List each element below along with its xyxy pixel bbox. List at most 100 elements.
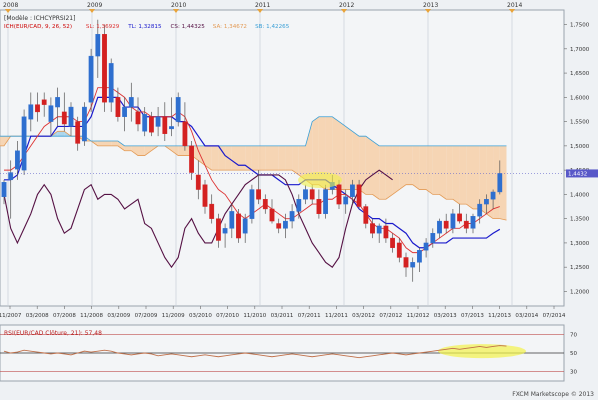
cloud-segment	[392, 145, 400, 195]
date-tick-label: 11/2008	[80, 313, 103, 319]
cloud-segment	[473, 145, 480, 209]
candle-bearish	[316, 199, 322, 215]
year-marker-icon	[173, 9, 179, 13]
candle-bearish	[236, 213, 241, 239]
legend-item: SL: 1,36929	[86, 24, 120, 30]
candle-bullish	[48, 105, 54, 122]
candle-bullish	[81, 106, 87, 142]
indicator-legend: ICH(EUR/CAD, 9, 26, 52) SL: 1,36929 TL: 1,…	[4, 24, 290, 30]
cloud-segment	[365, 136, 373, 195]
price-tick-label: 1,5500	[570, 120, 590, 126]
legend-item: CS: 1,44325	[171, 24, 206, 30]
cloud-segment	[493, 145, 500, 219]
year-label: 2008	[3, 2, 18, 9]
candle-bearish	[202, 184, 208, 207]
candle-bullish	[142, 114, 148, 132]
candle-bullish	[122, 106, 128, 117]
candle-bearish	[41, 99, 47, 105]
candle-bullish	[423, 242, 429, 251]
candle-bearish	[102, 34, 107, 103]
price-tick-label: 1,5000	[570, 144, 590, 150]
price-tick-label: 1,7000	[570, 47, 590, 53]
cloud-segment	[419, 145, 427, 190]
cloud-segment	[231, 145, 239, 171]
candle-bearish	[457, 213, 462, 222]
candle-bullish	[490, 191, 496, 200]
cloud-segment	[446, 145, 453, 200]
candle-bullish	[350, 184, 355, 198]
candle-bullish	[470, 216, 476, 229]
date-tick-label: 07/2014	[543, 313, 566, 319]
candle-bearish	[390, 237, 395, 248]
model-label: [Modèle : ICHCYPRSI21]	[4, 15, 75, 22]
cloud-segment	[0, 136, 4, 146]
candle-bearish	[195, 174, 201, 190]
cloud-segment	[144, 145, 152, 156]
cloud-segment	[124, 145, 132, 151]
candle-bullish	[410, 262, 416, 268]
date-axis: 11/2007 03/2008 07/2008 11/2008 03/2009 07/20…	[0, 306, 566, 319]
candle-bearish	[75, 121, 81, 144]
legend-item: ICH(EUR/CAD, 9, 26, 52)	[4, 24, 72, 30]
candle-bearish	[135, 111, 141, 125]
legend-item: TL: 1,32815	[127, 24, 162, 30]
legend-item: SA: 1,34672	[213, 24, 247, 30]
cloud-segment	[245, 145, 252, 171]
price-tick-label: 1,6500	[570, 71, 590, 77]
cloud-segment	[305, 121, 313, 185]
candle-bullish	[303, 189, 308, 200]
year-labels: 2008 2009 2010 2011 2012 2013 2014	[3, 2, 522, 13]
cloud-segment	[131, 145, 138, 156]
candle-bearish	[61, 111, 67, 125]
price-tick-label: 1,6000	[570, 95, 590, 101]
date-tick-label: 11/2007	[0, 313, 22, 319]
cloud-segment	[292, 145, 299, 175]
candle-bullish	[430, 233, 436, 244]
cloud-segment	[372, 141, 380, 200]
date-tick-label: 03/2008	[26, 313, 49, 319]
candle-bullish	[477, 203, 483, 217]
cloud-segment	[432, 145, 440, 195]
cloud-segment	[265, 145, 272, 171]
year-label: 2012	[339, 2, 354, 9]
legend-item: SB: 1,42265	[255, 24, 290, 30]
candle-bullish	[222, 228, 228, 234]
cloud-segment	[111, 141, 118, 146]
cloud-segment	[117, 141, 125, 151]
rsi-tick-label: 70	[570, 332, 577, 338]
year-marker-icon	[89, 9, 95, 13]
candle-bullish	[323, 189, 328, 215]
candle-bullish	[242, 218, 248, 234]
date-tick-label: 11/2011	[325, 313, 348, 319]
cloud-segment	[138, 145, 145, 156]
cloud-segment	[332, 116, 339, 190]
cloud-segment	[412, 145, 420, 190]
candle-bearish	[276, 223, 282, 229]
cloud-segment	[97, 141, 105, 146]
price-axis: 1,75001,70001,65001,60001,55001,50001,45…	[564, 23, 598, 295]
candle-bearish	[35, 104, 40, 113]
last-price-badge	[566, 169, 598, 178]
year-marker-icon	[425, 9, 431, 13]
date-tick-label: 11/2012	[407, 313, 430, 319]
year-label: 2010	[171, 2, 186, 9]
price-tick-label: 1,4000	[570, 192, 590, 198]
date-tick-label: 11/2013	[488, 313, 511, 319]
date-tick-label: 03/2010	[189, 313, 212, 319]
cloud-segment	[198, 145, 205, 166]
candle-bearish	[189, 145, 194, 173]
candle-bearish	[443, 220, 449, 229]
date-tick-label: 07/2011	[298, 313, 321, 319]
candle-bearish	[215, 218, 221, 241]
cloud-segment	[352, 131, 360, 190]
cloud-segment	[452, 145, 460, 205]
cloud-segment	[359, 136, 366, 195]
candle-bullish	[249, 189, 255, 219]
cloud-segment	[318, 116, 326, 190]
candle-bearish	[209, 203, 215, 219]
candle-bearish	[309, 189, 315, 200]
candle-bullish	[175, 97, 181, 122]
rsi-tick-label: 50	[570, 351, 577, 357]
price-tick-label: 1,2500	[570, 265, 590, 271]
